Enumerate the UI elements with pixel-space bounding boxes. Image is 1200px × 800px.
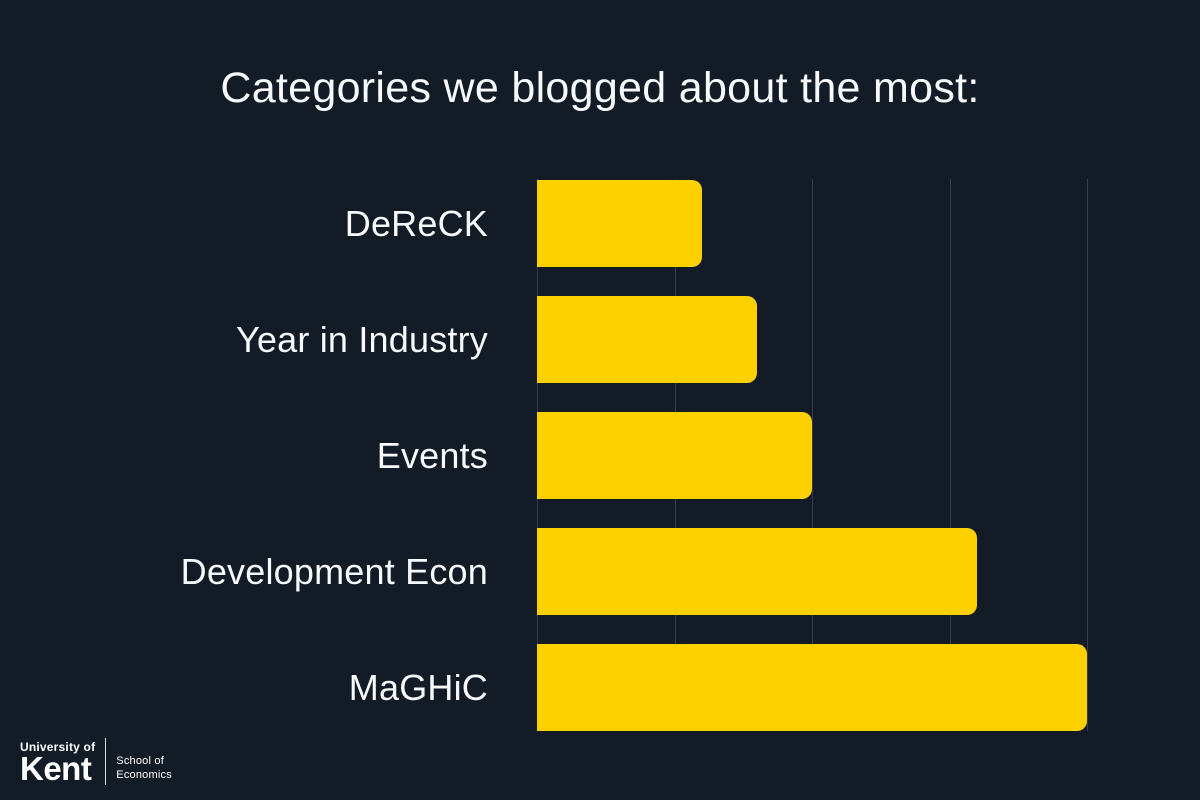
category-bar bbox=[537, 528, 977, 615]
page-title: Categories we blogged about the most: bbox=[220, 64, 980, 112]
category-label: Development Econ bbox=[180, 550, 488, 592]
category-bar bbox=[537, 412, 812, 499]
category-label: Year in Industry bbox=[235, 318, 488, 360]
gridline bbox=[1087, 179, 1088, 731]
gridline bbox=[949, 179, 951, 731]
category-label: Events bbox=[376, 434, 488, 476]
logo-divider bbox=[105, 738, 107, 786]
gridline bbox=[812, 179, 813, 731]
logo-economics-text: Economics bbox=[116, 769, 172, 782]
university-of-kent-logo: University of Kent School of Economics bbox=[20, 736, 172, 786]
logo-school-of-text: School of bbox=[116, 754, 164, 767]
logo-wordmark: University of Kent bbox=[20, 736, 95, 785]
bar-chart: DeReCK Year in Industry Events Development … bbox=[0, 179, 1200, 731]
logo-department: School of Economics bbox=[116, 736, 172, 785]
logo-kent-text: Kent bbox=[20, 750, 92, 788]
category-bar bbox=[537, 644, 1087, 731]
category-bar bbox=[537, 180, 702, 267]
category-label: DeReCK bbox=[344, 202, 488, 244]
category-bar bbox=[537, 296, 757, 383]
logo-university-of-text: University of bbox=[20, 740, 96, 754]
category-label: MaGHiC bbox=[348, 666, 488, 708]
